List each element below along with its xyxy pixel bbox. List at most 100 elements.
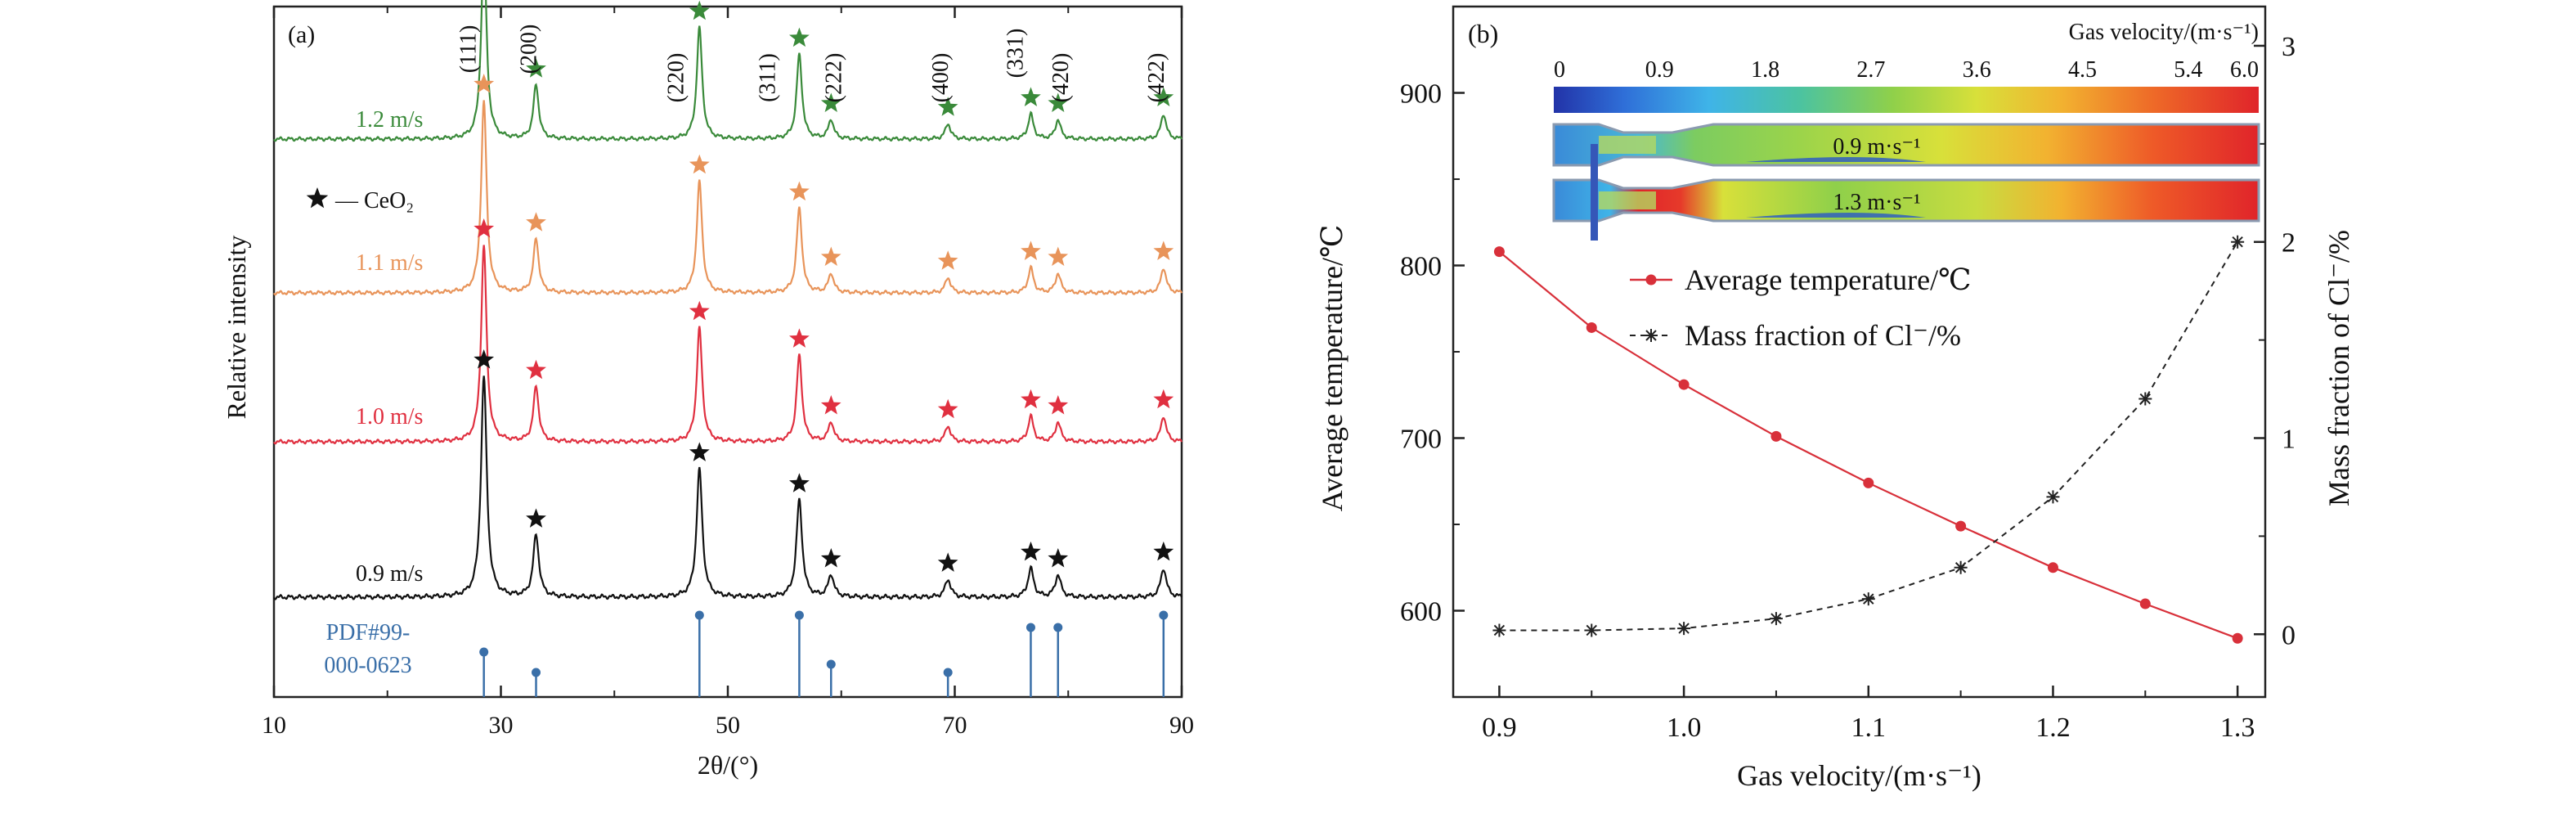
x-tick-label: 70 [943, 712, 967, 739]
peak-star-marker [1021, 241, 1041, 260]
peak-star-marker [689, 300, 710, 321]
colorbar-tick-label: 1.8 [1751, 57, 1779, 83]
temperature-point [2047, 562, 2058, 573]
colorbar-title: Gas velocity/(m·s⁻¹) [2069, 20, 2259, 45]
series-label: 1.2 m/s [356, 107, 423, 133]
temperature-chlorine-panel: (b) 0.9 1.0 1.1 1.2 1.3 600 700 800 900 0 1 2 3 Gas ve… [1288, 0, 2576, 810]
hkl-label: (222) [821, 53, 846, 103]
colorbar-tick-label: 2.7 [1856, 57, 1885, 83]
chlorine-point [2046, 490, 2060, 504]
peak-star-marker [1021, 87, 1041, 106]
x-tick-label: 50 [716, 712, 740, 739]
x-axis-label: Gas velocity/(m·s⁻¹) [1737, 759, 1981, 792]
panel-label: (a) [288, 21, 315, 48]
peak-star-marker [473, 74, 495, 93]
chlorine-point [1492, 623, 1506, 637]
peak-star-marker [689, 0, 710, 20]
y-axis-label: Relative intensity [222, 236, 251, 420]
hkl-label: (200) [517, 25, 542, 74]
peak-star-marker [689, 442, 710, 461]
y-left-tick-label: 800 [1400, 252, 1442, 282]
peak-star-marker [473, 349, 495, 369]
peak-star-marker [689, 154, 710, 174]
y-right-tick-label: 2 [2282, 228, 2296, 259]
legend-temperature-label: Average temperature/℃ [1685, 263, 1971, 296]
peak-star-marker [1048, 548, 1069, 568]
xrd-curve [273, 245, 1183, 445]
peak-star-marker [820, 246, 841, 266]
reference-marker [1053, 623, 1063, 632]
peak-star-marker [526, 58, 546, 78]
chlorine-point [1954, 560, 1968, 574]
hkl-label: (220) [663, 53, 689, 103]
velocity-contour [1552, 178, 2260, 223]
peak-star-marker [789, 473, 810, 492]
series-label: 0.9 m/s [356, 561, 423, 587]
peak-star-marker [1048, 395, 1069, 415]
contour-label: 0.9 m·s⁻¹ [1833, 134, 1920, 160]
legend-label: — CeO₂ [334, 188, 414, 214]
x-tick-label: 1.2 [2035, 713, 2071, 743]
low-velocity-region [1746, 157, 1926, 162]
temperature-point [2232, 632, 2243, 644]
peak-star-marker [937, 552, 958, 572]
reference-marker [1025, 623, 1035, 632]
legend-chlorine-marker [1645, 329, 1658, 342]
x-tick-label: 0.9 [1482, 713, 1517, 743]
x-tick-label: 1.1 [1851, 713, 1887, 743]
x-axis-label: 2θ/(°) [698, 750, 758, 780]
peak-star-marker [1153, 87, 1174, 106]
reference-label-line1: PDF#99- [326, 620, 411, 645]
peak-star-marker [937, 398, 958, 419]
chlorine-point [2231, 235, 2245, 249]
peak-star-marker [789, 181, 810, 201]
reference-marker [943, 668, 953, 677]
peak-star-marker [1021, 389, 1041, 409]
peak-star-marker [789, 27, 810, 47]
contour-label: 1.3 m·s⁻¹ [1833, 190, 1920, 215]
temperature-point [1678, 379, 1690, 390]
temperature-point [2139, 598, 2151, 609]
temperature-series-line [1498, 250, 2238, 640]
x-tick-label: 10 [262, 712, 286, 739]
peak-star-marker [526, 508, 546, 528]
legend-star-icon [306, 187, 329, 209]
peak-star-marker [1021, 541, 1041, 561]
peak-star-marker [1153, 541, 1174, 561]
y-right-tick-label: 1 [2282, 425, 2296, 455]
hkl-label: (331) [1003, 29, 1028, 79]
y-left-axis-label: Average temperature/℃ [1316, 225, 1349, 511]
chlorine-point [1677, 622, 1691, 636]
reference-marker [794, 610, 804, 620]
chlorine-series-line [1499, 241, 2238, 632]
inlet-pipe [1591, 144, 1598, 241]
colorbar [1554, 87, 2259, 113]
low-velocity-region [1746, 213, 1926, 218]
temperature-point [1770, 430, 1782, 442]
y-right-tick-label: 3 [2282, 32, 2296, 62]
reference-marker [694, 610, 704, 620]
chlorine-point [1861, 592, 1875, 606]
reference-marker [532, 668, 541, 677]
peak-star-marker [526, 359, 546, 380]
chlorine-point [1769, 612, 1783, 626]
chlorine-point [1585, 623, 1599, 637]
colorbar-tick-label: 5.4 [2174, 57, 2202, 83]
reference-label-line2: 000-0623 [324, 653, 411, 678]
peak-star-marker [937, 250, 958, 270]
hkl-label: (400) [928, 53, 954, 103]
colorbar-tick-label: 4.5 [2068, 57, 2097, 83]
peak-star-marker [789, 328, 810, 348]
peak-star-marker [820, 395, 841, 415]
xrd-chart: (a) 10 30 50 70 90 2θ/(°) Relative intensity 1.2… [222, 0, 1194, 780]
y-right-tick-label: 0 [2282, 620, 2296, 650]
colorbar-tick-label: 0.9 [1645, 57, 1674, 83]
legend-chlorine-label: Mass fraction of Cl⁻/% [1685, 319, 1961, 352]
x-tick-label: 90 [1169, 712, 1194, 739]
reference-marker [826, 659, 836, 669]
peak-star-marker [1153, 389, 1174, 409]
hkl-label: (311) [755, 53, 780, 102]
hkl-label: (422) [1144, 53, 1169, 103]
hkl-label: (420) [1048, 53, 1074, 103]
legend-temperature-marker [1645, 274, 1657, 286]
